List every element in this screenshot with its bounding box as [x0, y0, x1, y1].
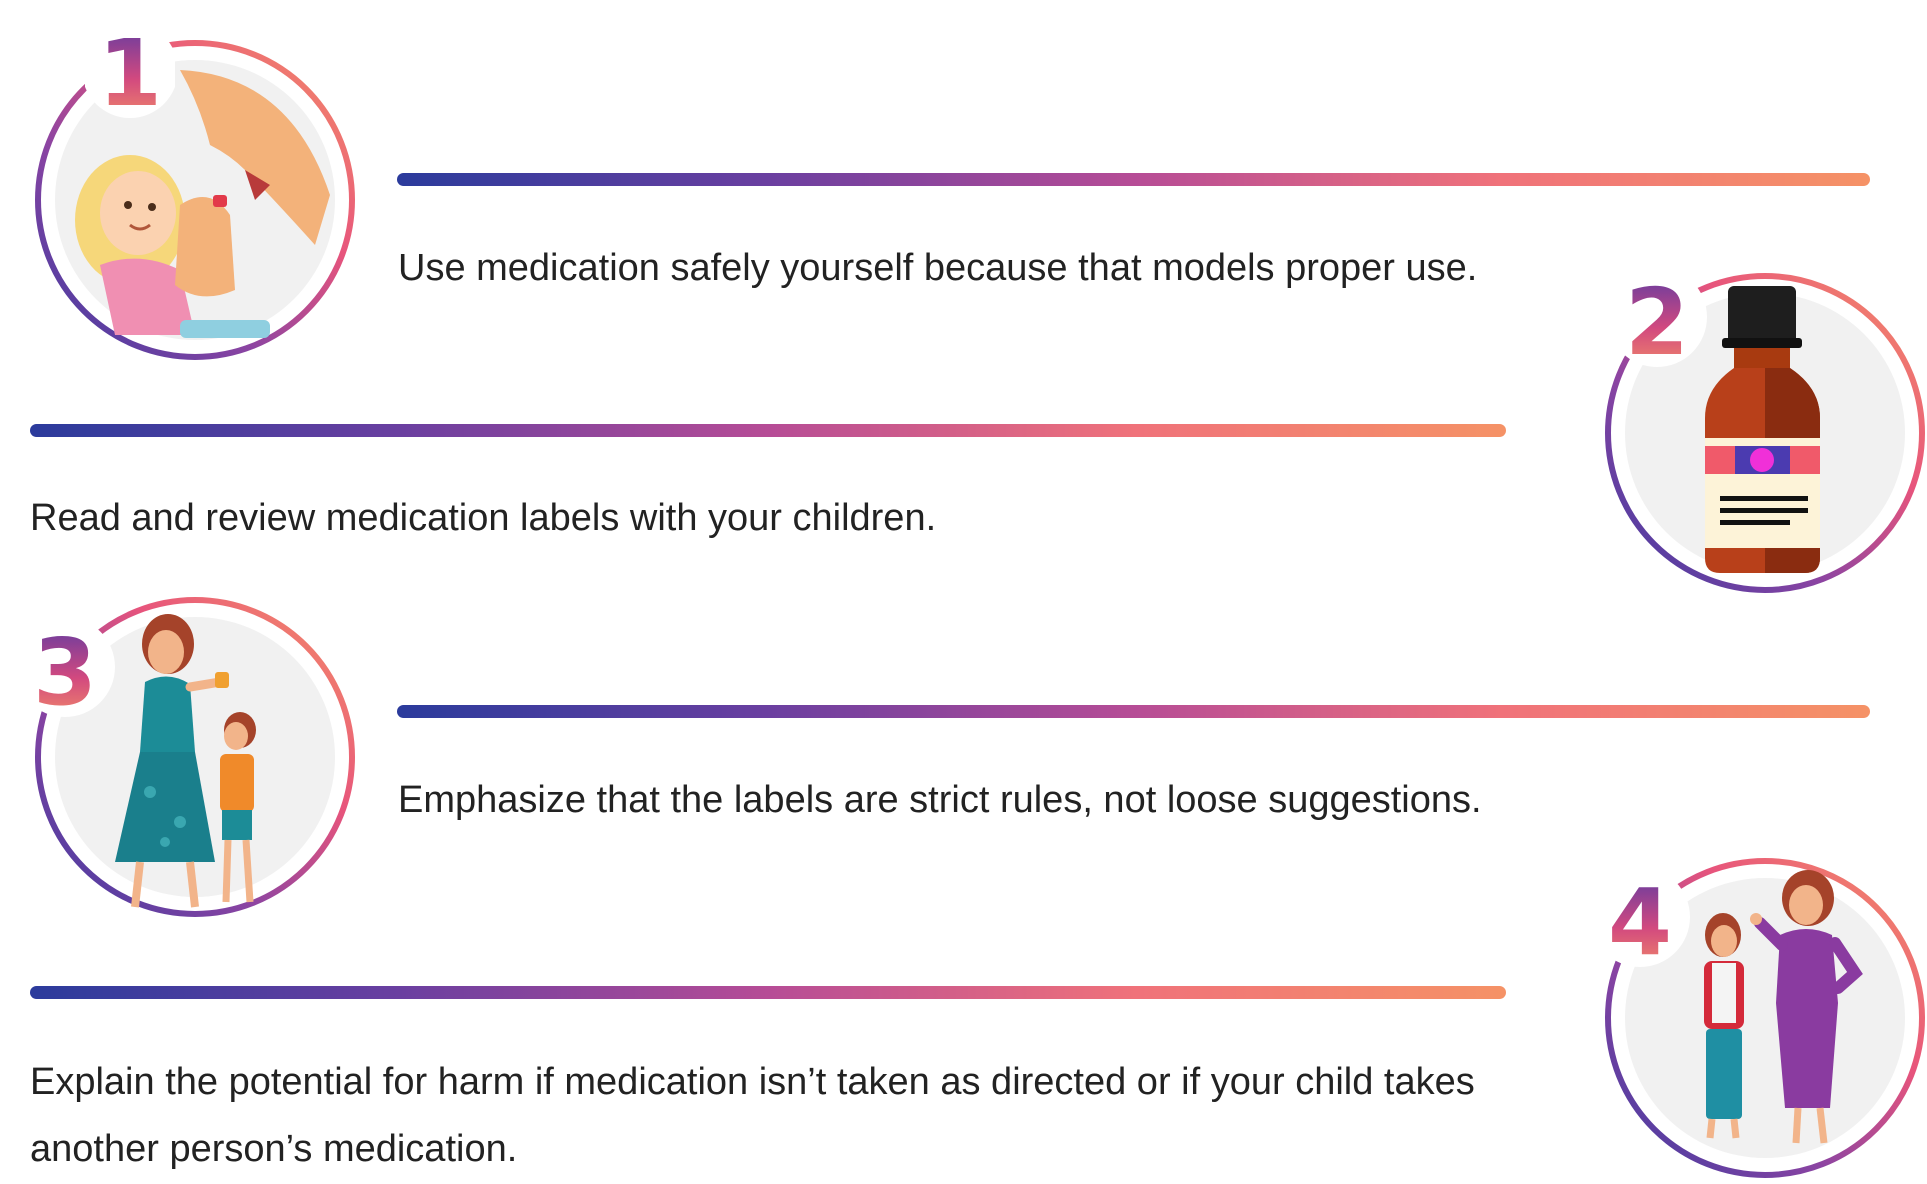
step-4-divider	[30, 986, 1506, 999]
step-3-text: Emphasize that the labels are strict rul…	[398, 779, 1482, 821]
step-1-text: Use medication safely yourself because t…	[398, 247, 1478, 289]
mother-and-son-icon	[35, 597, 355, 917]
step-3-number: 3	[15, 612, 115, 737]
step-2-divider	[30, 424, 1506, 437]
step-2-illustration	[1600, 268, 1927, 598]
svg-text:1: 1	[98, 20, 162, 120]
step-1-number: 1	[82, 20, 178, 135]
step-4-illustration	[1600, 853, 1927, 1183]
mother-and-daughter-talking-icon	[1605, 858, 1925, 1178]
medicine-bottle-icon	[1605, 273, 1925, 593]
step-2-number: 2	[1607, 262, 1707, 387]
child-taking-pill-icon	[35, 40, 355, 360]
step-1-illustration	[30, 35, 360, 365]
svg-text:2: 2	[1625, 269, 1689, 372]
step-4-number: 4	[1590, 862, 1690, 987]
svg-text:4: 4	[1608, 869, 1672, 972]
svg-text:3: 3	[33, 619, 97, 722]
step-2-text: Read and review medication labels with y…	[30, 497, 937, 539]
step-3-divider	[397, 705, 1870, 718]
step-3-illustration	[30, 592, 360, 922]
step-4-text: Explain the potential for harm if medica…	[30, 1061, 1475, 1170]
step-1-divider	[397, 173, 1870, 186]
